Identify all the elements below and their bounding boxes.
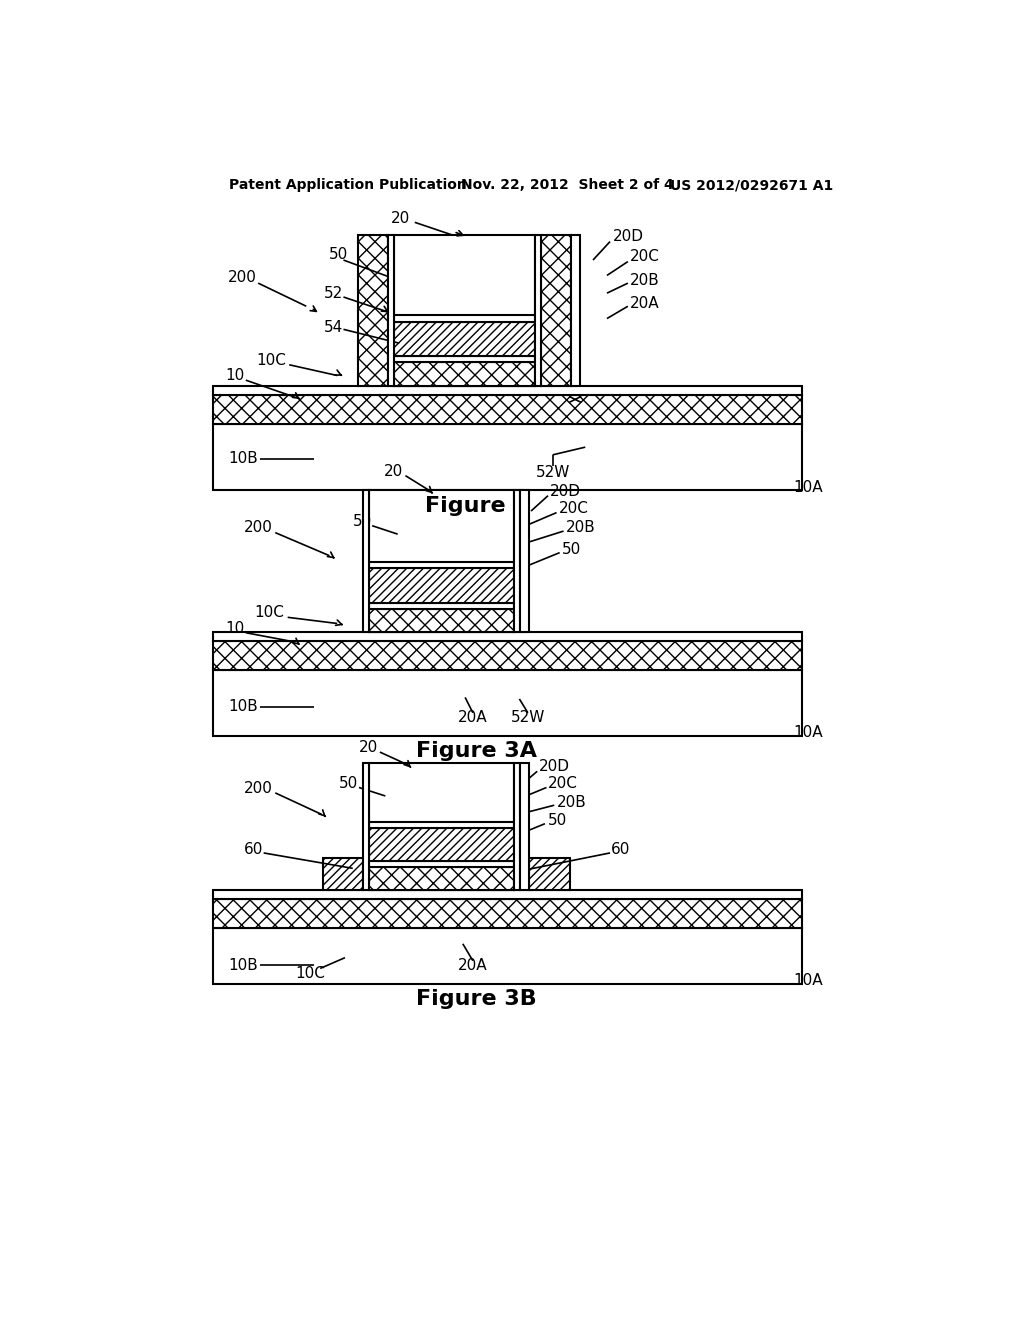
Text: 10B: 10B	[227, 958, 258, 973]
Text: 50: 50	[339, 776, 357, 791]
Bar	[369, 861, 514, 867]
Text: 20C: 20C	[630, 249, 660, 264]
Text: 200: 200	[244, 520, 272, 536]
Bar	[394, 356, 535, 363]
Text: 20C: 20C	[548, 776, 578, 791]
Text: 20D: 20D	[550, 483, 581, 499]
Text: Figure 3A: Figure 3A	[416, 742, 538, 762]
Text: 10A: 10A	[793, 725, 822, 739]
Text: 52W: 52W	[536, 465, 570, 480]
Text: US 2012/0292671 A1: US 2012/0292671 A1	[671, 178, 834, 193]
Text: 20A: 20A	[458, 958, 487, 973]
Bar	[213, 632, 802, 642]
Text: 52W: 52W	[511, 710, 545, 725]
Text: 50: 50	[329, 247, 348, 263]
Text: 20: 20	[383, 463, 402, 479]
Bar	[394, 235, 535, 385]
Bar	[213, 424, 802, 490]
Bar	[213, 385, 802, 395]
Text: 10C: 10C	[254, 605, 284, 620]
Bar	[213, 642, 802, 671]
Text: 10B: 10B	[227, 451, 258, 466]
Bar	[213, 890, 802, 899]
Text: 20D: 20D	[539, 759, 569, 775]
Text: Nov. 22, 2012  Sheet 2 of 4: Nov. 22, 2012 Sheet 2 of 4	[461, 178, 674, 193]
Text: Patent Application Publication: Patent Application Publication	[228, 178, 467, 193]
Bar	[369, 603, 514, 609]
Bar	[369, 822, 514, 829]
Text: 10B: 10B	[227, 700, 258, 714]
Text: 20A: 20A	[458, 710, 487, 725]
Text: 20B: 20B	[630, 272, 659, 288]
Bar	[541, 235, 570, 385]
Text: 50: 50	[548, 813, 567, 828]
Bar	[369, 490, 514, 632]
Bar	[369, 829, 514, 861]
Text: 10A: 10A	[793, 973, 822, 989]
Text: 20C: 20C	[559, 502, 589, 516]
Bar	[514, 763, 520, 890]
Text: 200: 200	[228, 271, 257, 285]
Text: 20B: 20B	[557, 795, 587, 809]
Bar	[520, 490, 529, 632]
Bar	[213, 395, 802, 424]
Text: 10C: 10C	[295, 965, 325, 981]
Bar	[369, 562, 514, 568]
Bar	[535, 235, 541, 385]
Bar	[514, 490, 520, 632]
Text: 60: 60	[244, 842, 263, 858]
Text: 20B: 20B	[566, 520, 596, 536]
Text: 10: 10	[225, 368, 245, 383]
Bar	[358, 235, 388, 385]
Bar	[362, 763, 369, 890]
Bar	[369, 867, 514, 890]
Bar	[213, 928, 802, 983]
Text: Figure 3B: Figure 3B	[417, 989, 538, 1010]
Bar	[323, 858, 362, 890]
Bar	[213, 671, 802, 737]
Bar	[369, 763, 514, 890]
Text: 200: 200	[244, 780, 272, 796]
Bar	[388, 235, 394, 385]
Text: Figure 2: Figure 2	[425, 496, 528, 516]
Bar	[529, 858, 569, 890]
Bar	[520, 763, 529, 890]
Text: 60: 60	[611, 842, 631, 858]
Text: 20: 20	[391, 211, 411, 226]
Text: 20A: 20A	[630, 296, 659, 310]
Bar	[213, 899, 802, 928]
Text: 10C: 10C	[256, 352, 287, 368]
Text: 54: 54	[324, 321, 343, 335]
Bar	[570, 235, 580, 385]
Text: 20: 20	[358, 741, 378, 755]
Text: 52: 52	[324, 285, 343, 301]
Text: 50: 50	[562, 543, 582, 557]
Text: 10A: 10A	[793, 480, 822, 495]
Bar	[394, 315, 535, 322]
Bar	[369, 609, 514, 632]
Bar	[369, 568, 514, 603]
Text: 20D: 20D	[612, 230, 643, 244]
Bar	[394, 363, 535, 385]
Bar	[362, 490, 369, 632]
Text: 50: 50	[352, 515, 372, 529]
Text: 10: 10	[225, 620, 245, 636]
Bar	[394, 322, 535, 356]
